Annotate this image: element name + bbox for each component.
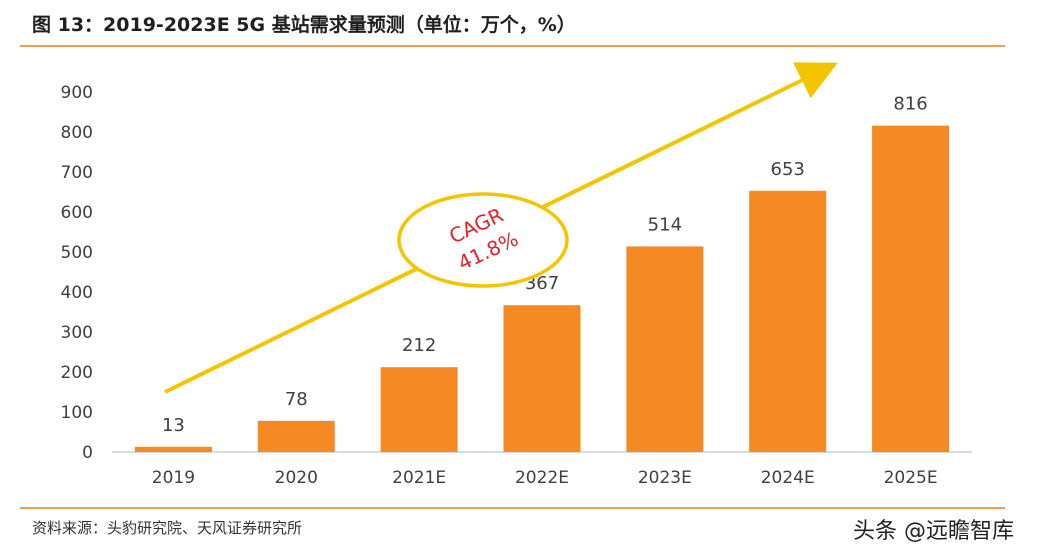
- x-tick-label: 2020: [275, 468, 318, 488]
- bar: [749, 190, 827, 453]
- x-tick-label: 2024E: [761, 468, 815, 488]
- y-tick-label: 700: [61, 163, 93, 183]
- y-tick-label: 400: [61, 283, 93, 303]
- bar-value-label: 653: [771, 159, 805, 180]
- x-tick-label: 2021E: [392, 468, 446, 488]
- chart-title: 图 13：2019-2023E 5G 基站需求量预测（单位：万个，%）: [32, 14, 576, 36]
- bar-value-label: 816: [893, 94, 927, 115]
- y-tick-label: 600: [61, 203, 93, 223]
- bar: [503, 305, 581, 452]
- watermark: 头条 @远瞻智库: [853, 519, 1014, 544]
- bar-value-label: 212: [402, 335, 436, 356]
- bar-value-label: 13: [162, 415, 185, 436]
- source-note: 资料来源：头豹研究院、天风证券研究所: [32, 519, 303, 537]
- bar-value-label: 78: [285, 389, 308, 410]
- y-tick-label: 500: [61, 243, 93, 263]
- source-divider: [20, 507, 1005, 509]
- bar: [626, 246, 704, 452]
- bar: [872, 125, 950, 452]
- title-divider: [20, 45, 1005, 47]
- y-tick-label: 800: [61, 123, 93, 143]
- bar: [257, 420, 335, 452]
- x-axis: 2019 2020 2021E 2022E 2023E 2024E 2025E: [112, 451, 972, 488]
- cagr-ellipse: [397, 192, 569, 288]
- bar-value-label: 514: [648, 214, 682, 235]
- y-tick-label: 900: [61, 83, 93, 103]
- y-tick-label: 0: [82, 443, 93, 463]
- y-axis: 0 100 200 300 400 500 600 700 800 900: [61, 83, 93, 463]
- x-tick-label: 2022E: [515, 468, 569, 488]
- y-tick-label: 300: [61, 323, 93, 343]
- y-tick-label: 100: [61, 403, 93, 423]
- bar: [380, 367, 458, 452]
- bar: [134, 446, 212, 452]
- x-tick-label: 2025E: [884, 468, 938, 488]
- y-tick-label: 200: [61, 363, 93, 383]
- x-tick-label: 2023E: [638, 468, 692, 488]
- growth-annotation: CAGR 41.8%: [164, 62, 838, 394]
- x-tick-label: 2019: [152, 468, 195, 488]
